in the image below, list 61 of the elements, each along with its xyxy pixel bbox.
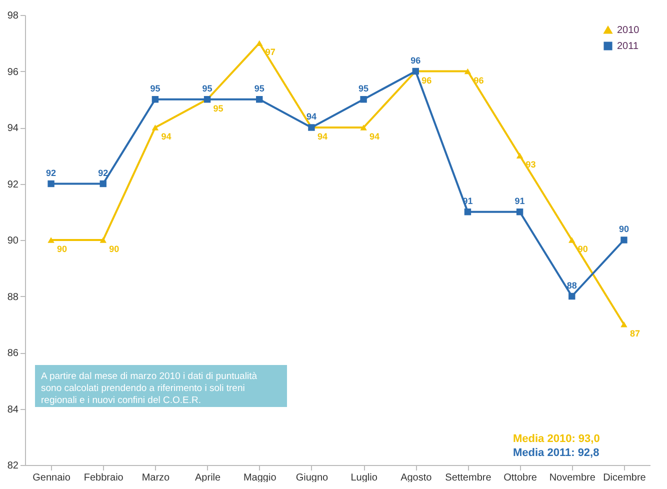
point [516, 208, 524, 216]
point [568, 237, 576, 243]
annotation: Media 2011: 92,8 [513, 447, 600, 459]
data-label: 90 [109, 244, 120, 254]
point [100, 237, 106, 243]
point [48, 180, 54, 188]
x-tick-label: Gennaio [32, 472, 71, 484]
y-tick-label: 90 [7, 236, 19, 246]
x-tick-label: Settembre [445, 472, 492, 484]
y-tick-label: 82 [7, 460, 19, 472]
data-label: 92 [98, 168, 108, 178]
data-label: 95 [254, 83, 264, 94]
legend-label: 2010 [617, 25, 640, 36]
point [48, 237, 54, 243]
point [464, 208, 472, 216]
point [100, 180, 106, 188]
y-tick-label: 86 [7, 348, 19, 359]
point [620, 321, 628, 328]
data-label: 88 [566, 280, 577, 290]
point [360, 96, 367, 103]
x-tick-label: Febbraio [84, 472, 124, 484]
data-label: 95 [358, 83, 369, 94]
data-label: 90 [578, 244, 588, 254]
x-tick-label: Dicembre [603, 472, 646, 484]
x-tick-label: Novembre [549, 472, 596, 484]
y-tick-label: 84 [7, 404, 19, 416]
data-label: 96 [410, 55, 421, 66]
annotation: A partire dal mese di marzo 2010 i dati di puntualità sono calcolati prendendo a riferimento i soli treni regionali e i nuovi confini del C.O.E.R. [41, 371, 258, 406]
point [152, 124, 159, 130]
y-tick-label: 98 [7, 10, 19, 22]
legend-label: 2011 [617, 41, 639, 52]
data-label: 90 [618, 224, 629, 234]
point [152, 96, 159, 103]
x-tick-label: Marzo [142, 472, 170, 484]
data-label: 96 [474, 75, 484, 86]
data-label: 92 [46, 168, 56, 178]
data-label: 91 [514, 196, 525, 206]
data-label: 95 [202, 83, 212, 94]
y-tick-label: 88 [7, 292, 19, 303]
x-tick-label: Ottobre [504, 472, 538, 484]
point [464, 68, 472, 74]
data-label: 94 [306, 112, 316, 122]
point [568, 292, 576, 300]
data-label: 95 [213, 103, 224, 114]
data-label: 95 [150, 83, 160, 94]
y-tick-label: 96 [7, 66, 19, 78]
data-label: 87 [630, 328, 640, 338]
point [516, 152, 524, 159]
data-label: 94 [370, 132, 380, 142]
annotation: Media 2010: 93,0 [513, 433, 600, 445]
y-tick-label: 92 [7, 179, 19, 190]
data-label: 90 [57, 244, 68, 254]
data-label: 94 [161, 132, 172, 142]
point [256, 40, 263, 46]
point [256, 96, 263, 103]
data-label: 94 [317, 132, 328, 142]
y-tick-label: 94 [7, 123, 19, 134]
data-label: 96 [422, 75, 432, 86]
point [360, 124, 367, 130]
data-label: 93 [526, 160, 536, 170]
point [620, 236, 628, 244]
